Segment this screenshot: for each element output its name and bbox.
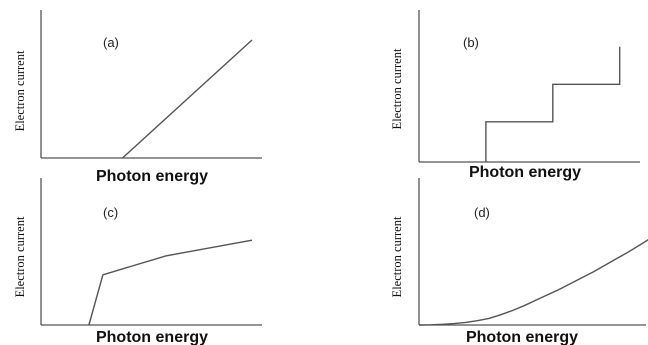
x-axis-label: Photon energy — [466, 329, 578, 345]
x-axis-label: Photon energy — [96, 329, 208, 345]
series-line — [88, 239, 253, 326]
y-axis-label: Electron current — [13, 50, 27, 131]
series-line — [485, 46, 621, 162]
panel-label: (a) — [103, 35, 119, 50]
y-axis-label: Electron current — [390, 48, 404, 129]
chart-panel-c: (c) Photon energy Electron current — [13, 178, 262, 345]
panel-label: (c) — [103, 205, 118, 220]
y-axis-label: Electron current — [13, 216, 27, 297]
chart-panel-b: (b) Photon energy Electron current — [390, 10, 640, 181]
series-line — [418, 239, 648, 326]
x-axis-label: Photon energy — [96, 168, 208, 185]
chart-panel-a: (a) Photon energy Electron current — [13, 10, 262, 185]
x-axis-label: Photon energy — [469, 164, 581, 181]
panel-label: (b) — [463, 35, 479, 50]
series-line — [122, 39, 253, 159]
y-axis-label: Electron current — [390, 216, 404, 297]
panel-label: (d) — [474, 205, 490, 220]
chart-panel-d: (d) Photon energy Electron current — [390, 178, 648, 345]
